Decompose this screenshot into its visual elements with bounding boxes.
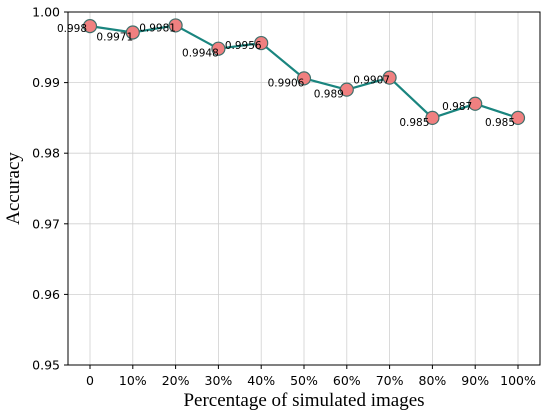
data-label: 0.9971 — [96, 31, 133, 43]
x-tick-label: 80% — [419, 373, 447, 388]
data-label: 0.985 — [399, 117, 429, 129]
y-tick-label: 0.96 — [32, 287, 60, 302]
data-label: 0.985 — [485, 117, 515, 129]
x-tick-label: 0 — [86, 373, 94, 388]
data-point — [82, 19, 98, 34]
x-tick-label: 90% — [461, 373, 489, 388]
x-tick-label: 100% — [500, 373, 536, 388]
y-tick-label: 1.00 — [32, 5, 60, 20]
x-axis: 0 10% 20% 30% 40% 50% 60% 70% 80% 90% 100% — [86, 365, 536, 388]
data-label: 0.9981 — [139, 22, 176, 34]
data-label: 0.9956 — [225, 40, 262, 52]
data-point — [468, 96, 483, 111]
data-point — [168, 18, 183, 33]
data-point — [382, 70, 397, 85]
data-label: 0.987 — [442, 101, 472, 113]
data-point — [296, 71, 312, 86]
x-tick-label: 10% — [119, 373, 147, 388]
data-point — [339, 82, 354, 97]
data-point — [425, 110, 440, 126]
y-axis: 0.95 0.96 0.97 0.98 0.99 1.00 — [32, 5, 68, 373]
x-tick-label: 50% — [290, 373, 318, 388]
data-point — [254, 35, 269, 51]
x-tick-label: 40% — [247, 373, 275, 388]
data-point — [125, 25, 140, 40]
data-label: 0.9907 — [353, 75, 390, 87]
y-axis-title: Accuracy — [3, 152, 24, 225]
data-point — [211, 41, 226, 56]
grid-lines — [68, 11, 540, 366]
x-tick-label: 20% — [162, 373, 190, 388]
y-tick-label: 0.95 — [32, 358, 60, 373]
y-tick-label: 0.99 — [32, 75, 60, 90]
x-axis-title: Percentage of simulated images — [183, 390, 424, 411]
y-tick-label: 0.97 — [32, 216, 60, 231]
y-tick-label: 0.98 — [32, 146, 60, 161]
x-tick-label: 60% — [333, 373, 361, 388]
data-label: 0.9906 — [268, 77, 305, 89]
data-labels: 0.998 0.9971 0.9981 0.9948 0.9956 0.9906 0.989… — [57, 22, 515, 128]
data-label: 0.9948 — [182, 48, 219, 60]
series-group — [82, 18, 526, 126]
data-label: 0.989 — [314, 89, 344, 101]
data-label: 0.998 — [57, 23, 87, 35]
x-tick-label: 30% — [205, 373, 233, 388]
x-tick-label: 70% — [376, 373, 404, 388]
data-point — [510, 110, 526, 126]
